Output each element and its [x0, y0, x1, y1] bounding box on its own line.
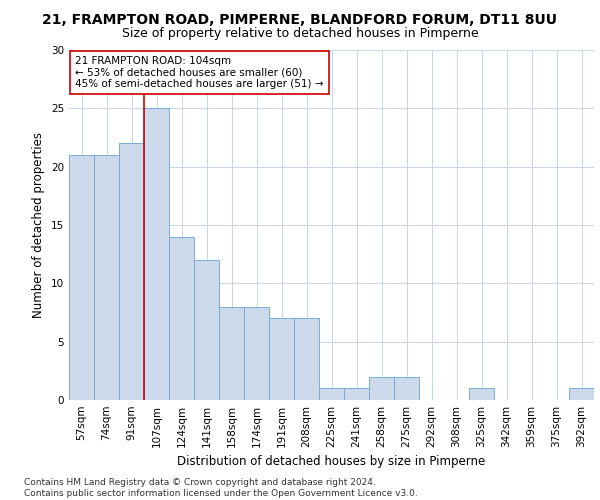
- Bar: [244, 306, 269, 400]
- Bar: [569, 388, 594, 400]
- Bar: [319, 388, 344, 400]
- Bar: [269, 318, 294, 400]
- Bar: [144, 108, 169, 400]
- X-axis label: Distribution of detached houses by size in Pimperne: Distribution of detached houses by size …: [178, 456, 485, 468]
- Bar: [169, 236, 194, 400]
- Bar: [469, 388, 494, 400]
- Bar: [194, 260, 219, 400]
- Text: 21, FRAMPTON ROAD, PIMPERNE, BLANDFORD FORUM, DT11 8UU: 21, FRAMPTON ROAD, PIMPERNE, BLANDFORD F…: [43, 12, 557, 26]
- Text: Contains HM Land Registry data © Crown copyright and database right 2024.
Contai: Contains HM Land Registry data © Crown c…: [24, 478, 418, 498]
- Bar: [119, 144, 144, 400]
- Text: Size of property relative to detached houses in Pimperne: Size of property relative to detached ho…: [122, 28, 478, 40]
- Bar: [219, 306, 244, 400]
- Bar: [394, 376, 419, 400]
- Bar: [369, 376, 394, 400]
- Bar: [94, 155, 119, 400]
- Bar: [69, 155, 94, 400]
- Y-axis label: Number of detached properties: Number of detached properties: [32, 132, 46, 318]
- Bar: [344, 388, 369, 400]
- Bar: [294, 318, 319, 400]
- Text: 21 FRAMPTON ROAD: 104sqm
← 53% of detached houses are smaller (60)
45% of semi-d: 21 FRAMPTON ROAD: 104sqm ← 53% of detach…: [75, 56, 324, 89]
